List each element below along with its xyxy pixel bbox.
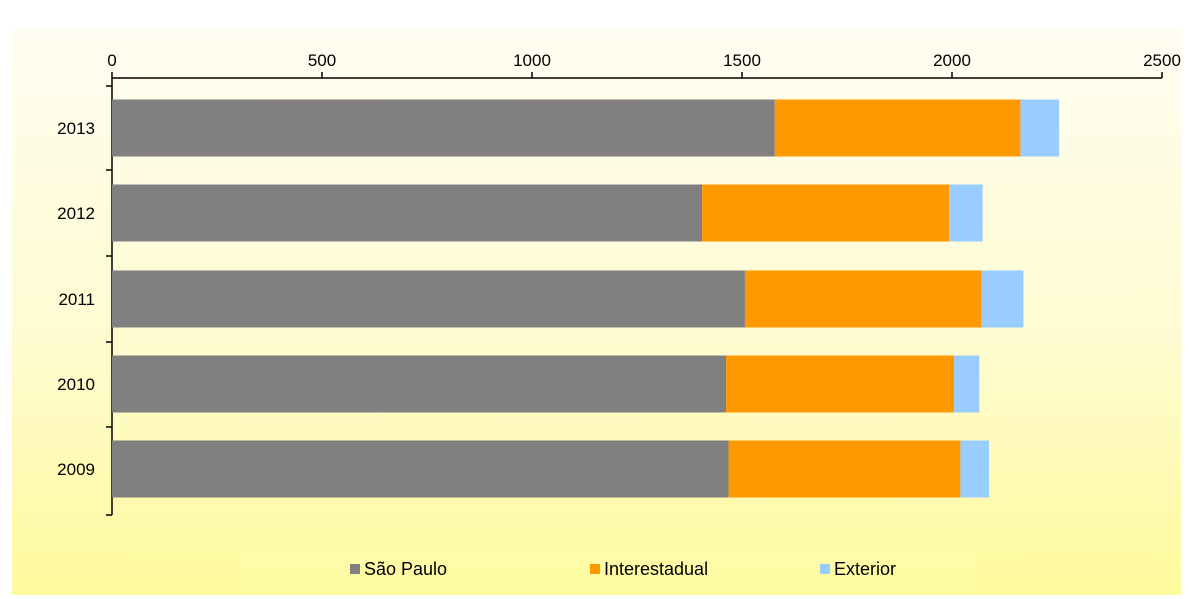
bars-group: [112, 99, 1060, 498]
y-category-label: 2011: [58, 290, 95, 309]
bar-s-o-paulo-2011: [112, 270, 745, 328]
legend-item: Interestadual: [590, 559, 708, 579]
x-tick-label: 2000: [933, 51, 971, 70]
bar-exterior-2013: [1020, 99, 1060, 157]
legend-item: São Paulo: [350, 559, 447, 579]
legend: São Paulo Interestadual Exterior: [238, 545, 978, 591]
legend-swatch: [590, 564, 600, 574]
legend-label: São Paulo: [364, 558, 448, 579]
x-tick-label: 0: [107, 51, 116, 70]
bar-interestadual-2009: [728, 440, 961, 498]
bar-exterior-2010: [954, 355, 980, 413]
y-axis: 2013 2012 2011 2010 2009: [57, 78, 113, 516]
x-tick-label: 500: [308, 51, 336, 70]
bar-exterior-2011: [981, 270, 1024, 328]
bar-s-o-paulo-2009: [112, 440, 729, 498]
y-category-label: 2013: [57, 119, 95, 138]
y-category-label: 2009: [57, 460, 95, 479]
bar-interestadual-2013: [774, 99, 1021, 157]
bar-exterior-2009: [960, 440, 989, 498]
bar-s-o-paulo-2013: [112, 99, 775, 157]
legend-label: Exterior: [834, 558, 897, 579]
bar-interestadual-2011: [744, 270, 982, 328]
bar-s-o-paulo-2010: [112, 355, 727, 413]
x-axis: 0 500 1000 1500 2000 2500: [107, 51, 1181, 79]
bar-s-o-paulo-2012: [112, 184, 703, 242]
bar-interestadual-2012: [702, 184, 950, 242]
y-category-label: 2010: [57, 375, 95, 394]
x-tick-label: 2500: [1143, 51, 1181, 70]
y-category-label: 2012: [57, 204, 95, 223]
legend-label: Interestadual: [604, 558, 709, 579]
bar-exterior-2012: [949, 184, 983, 242]
legend-swatch: [820, 564, 830, 574]
x-tick-label: 1500: [723, 51, 761, 70]
bar-interestadual-2010: [726, 355, 955, 413]
legend-swatch: [350, 564, 360, 574]
legend-item: Exterior: [820, 559, 896, 579]
x-tick-label: 1000: [513, 51, 551, 70]
